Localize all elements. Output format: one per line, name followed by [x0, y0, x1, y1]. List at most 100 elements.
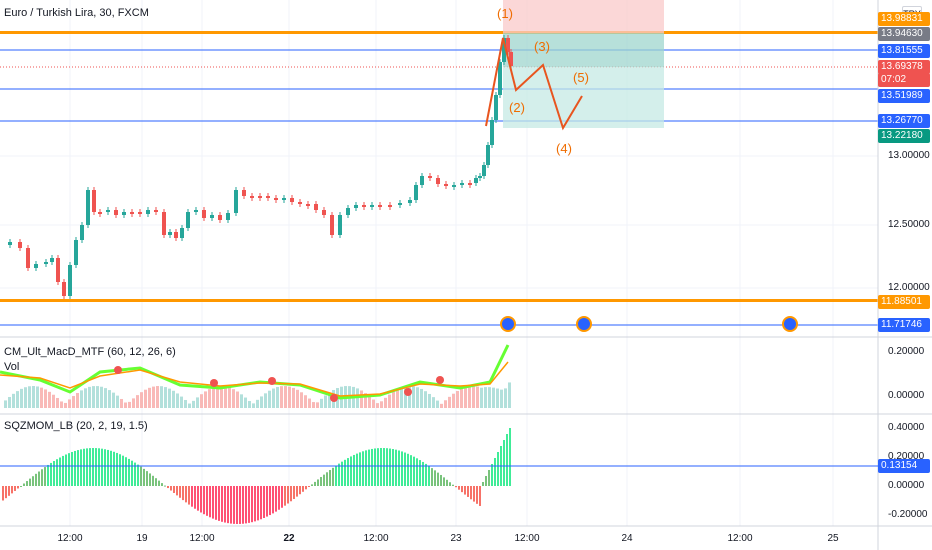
momentum-bar — [434, 470, 436, 486]
candle-body — [468, 183, 472, 185]
support-line[interactable] — [0, 299, 878, 302]
momentum-bar — [35, 473, 37, 486]
momentum-bar — [182, 486, 184, 501]
candle-body — [314, 204, 318, 210]
candle-body — [146, 210, 150, 214]
volume-bar — [284, 386, 287, 408]
momentum-bar — [302, 486, 304, 492]
price-badge-13-26: 13.26770 — [878, 114, 930, 128]
candle-body — [460, 183, 464, 185]
momentum-bar — [155, 478, 157, 486]
time-axis-label: 12:00 — [57, 533, 83, 544]
momentum-bar — [119, 454, 121, 486]
volume-bar — [172, 390, 175, 408]
volume-bar — [72, 396, 75, 408]
volume-bar — [388, 394, 391, 408]
volume-bar — [20, 388, 23, 408]
momentum-bar — [413, 456, 415, 486]
momentum-bar — [104, 449, 106, 486]
price-axis-label: 12.50000 — [888, 219, 930, 230]
candle-body — [306, 204, 310, 206]
momentum-bar — [242, 486, 244, 524]
sqzmom-title[interactable]: SQZMOM_LB (20, 2, 19, 1.5) — [4, 420, 148, 432]
momentum-bar — [380, 448, 382, 486]
momentum-bar — [410, 455, 412, 486]
wave-label-1: (1) — [497, 6, 513, 21]
macd-pane[interactable] — [0, 344, 511, 408]
price-candles — [8, 35, 513, 299]
volume-bar — [504, 388, 507, 408]
volume-bar — [100, 386, 103, 408]
resistance-line[interactable] — [0, 31, 878, 34]
candle-body — [174, 232, 178, 238]
event-marker[interactable] — [576, 316, 592, 332]
volume-bar — [4, 400, 7, 408]
wave-label-2: (2) — [509, 100, 525, 115]
volume-bar — [472, 386, 475, 408]
candle-body — [98, 212, 102, 214]
volume-bar — [120, 398, 123, 408]
momentum-bar — [497, 452, 499, 486]
sqzmom-pane[interactable] — [2, 428, 511, 524]
time-axis-label: 23 — [450, 533, 462, 544]
momentum-bar — [353, 454, 355, 486]
momentum-bar — [293, 486, 295, 499]
momentum-bar — [317, 479, 319, 486]
volume-bar — [384, 397, 387, 408]
volume-bar — [324, 395, 327, 408]
candle-body — [234, 190, 238, 213]
momentum-bar — [146, 471, 148, 486]
volume-bar — [356, 388, 359, 408]
event-markers[interactable] — [500, 316, 798, 332]
volume-bar — [420, 388, 423, 408]
cross-dot — [404, 388, 412, 396]
momentum-bar — [110, 450, 112, 486]
volume-bar — [456, 390, 459, 408]
volume-bar — [400, 387, 403, 408]
volume-bar — [232, 389, 235, 408]
candle-body — [486, 145, 490, 165]
volume-bar — [452, 393, 455, 408]
volume-title[interactable]: Vol — [4, 361, 20, 373]
sqzmom-axis-label: 0.40000 — [888, 422, 925, 433]
cross-dot — [210, 379, 218, 387]
momentum-bar — [221, 486, 223, 522]
volume-bar — [148, 387, 151, 408]
event-marker[interactable] — [782, 316, 798, 332]
volume-bar — [156, 386, 159, 408]
candle-body — [86, 190, 90, 225]
momentum-bar — [197, 486, 199, 511]
momentum-bar — [392, 449, 394, 486]
profit-zone-filled[interactable] — [503, 33, 664, 67]
stop-zone[interactable] — [503, 0, 664, 33]
volume-bar — [412, 386, 415, 408]
momentum-bar — [479, 486, 481, 506]
elliott-wave-path[interactable] — [485, 37, 583, 131]
momentum-bar — [44, 467, 46, 486]
momentum-bar — [308, 486, 310, 487]
momentum-bar — [377, 448, 379, 486]
volume-bar — [312, 402, 315, 408]
candle-body — [202, 210, 206, 218]
candle-body — [106, 210, 110, 212]
time-axis-label: 12:00 — [727, 533, 753, 544]
countdown-badge: 07:02 — [878, 73, 930, 87]
momentum-bar — [320, 477, 322, 486]
symbol-title[interactable]: Euro / Turkish Lira, 30, FXCM — [4, 7, 149, 19]
momentum-bar — [50, 462, 52, 486]
candle-body — [114, 210, 118, 215]
time-axis-label: 22 — [283, 533, 295, 544]
momentum-bar — [422, 461, 424, 486]
macd-title[interactable]: CM_Ult_MacD_MTF (60, 12, 26, 6) — [4, 346, 176, 358]
event-marker[interactable] — [500, 316, 516, 332]
momentum-bar — [428, 465, 430, 486]
volume-bar — [176, 393, 179, 408]
momentum-bar — [26, 481, 28, 486]
momentum-bar — [449, 482, 451, 486]
momentum-bar — [371, 448, 373, 486]
momentum-bar — [491, 464, 493, 486]
candle-body — [370, 205, 374, 207]
candle-body — [122, 212, 126, 215]
candle-body — [474, 178, 478, 183]
